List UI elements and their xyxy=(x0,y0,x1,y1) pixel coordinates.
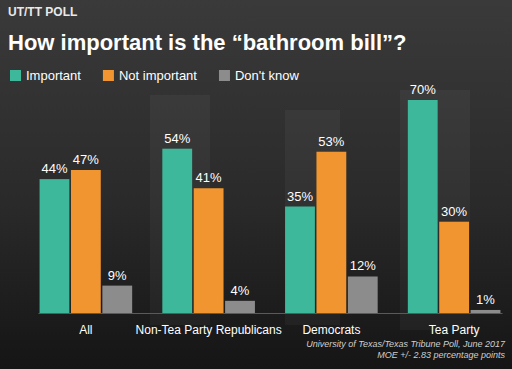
bars xyxy=(40,100,501,313)
bar xyxy=(316,152,346,313)
bar xyxy=(194,188,224,313)
x-tick-label: Tea Party xyxy=(429,323,480,337)
x-tick: Non-Tea Party Republicans xyxy=(136,313,282,337)
bar xyxy=(102,286,132,313)
bar xyxy=(471,310,501,313)
x-tick-label: All xyxy=(79,323,92,337)
stall xyxy=(400,90,470,330)
legend-label: Not important xyxy=(119,68,197,83)
background xyxy=(0,0,512,369)
data-label: 41% xyxy=(196,170,222,185)
x-axis-line xyxy=(39,313,503,314)
legend-swatch xyxy=(103,70,114,81)
data-label: 30% xyxy=(441,204,467,219)
bar xyxy=(439,222,469,313)
data-label: 35% xyxy=(287,189,313,204)
bar xyxy=(348,276,378,313)
data-label: 1% xyxy=(476,292,495,307)
legend-label: Important xyxy=(26,68,81,83)
legend-swatch xyxy=(10,70,21,81)
legend-swatch xyxy=(219,70,230,81)
x-tick: All xyxy=(79,313,92,337)
x-axis: All Non-Tea Party Republicans Democrats Tea… xyxy=(39,313,503,337)
data-labels: 44% 54% 35% 70% 47% 41% 53% 30% 9% 4% 12% 1% xyxy=(41,82,495,307)
legend-item: Don't know xyxy=(219,68,300,83)
data-label: 9% xyxy=(108,268,127,283)
kicker: UT/TT POLL xyxy=(8,5,77,19)
x-tick-label: Non-Tea Party Republicans xyxy=(136,323,282,337)
bar xyxy=(71,170,101,313)
legend-item: Not important xyxy=(103,68,197,83)
x-tick-label: Democrats xyxy=(302,323,360,337)
chart: UT/TT POLL University of Texas/Texas Trib… xyxy=(0,0,512,369)
x-tick: Democrats xyxy=(302,313,360,337)
legend: Important Not important Don't know xyxy=(10,68,299,83)
bar xyxy=(162,149,192,313)
data-label: 47% xyxy=(73,152,99,167)
legend-item: Important xyxy=(10,68,81,83)
source-note: MOE +/- 2.83 percentage points xyxy=(377,350,505,360)
bar xyxy=(285,207,315,314)
x-tick: Tea Party xyxy=(429,313,480,337)
data-label: 4% xyxy=(231,283,250,298)
data-label: 53% xyxy=(318,134,344,149)
source-note: University of Texas/Texas Tribune Poll, … xyxy=(306,339,506,349)
bar xyxy=(408,100,438,313)
legend-label: Don't know xyxy=(235,68,300,83)
data-label: 54% xyxy=(164,131,190,146)
data-label: 70% xyxy=(410,82,436,97)
background-decor xyxy=(150,90,470,330)
bar xyxy=(40,179,70,313)
title: How important is the “bathroom bill”? xyxy=(8,30,406,55)
bar xyxy=(225,301,255,313)
data-label: 12% xyxy=(350,258,376,273)
data-label: 44% xyxy=(41,161,67,176)
